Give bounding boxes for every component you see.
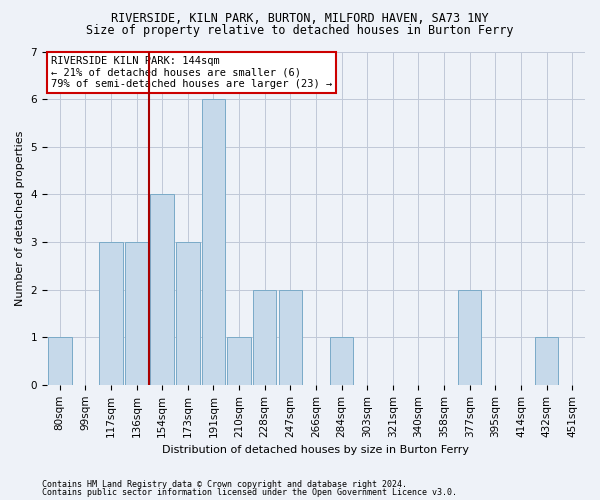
Bar xyxy=(99,242,123,385)
Text: RIVERSIDE, KILN PARK, BURTON, MILFORD HAVEN, SA73 1NY: RIVERSIDE, KILN PARK, BURTON, MILFORD HA… xyxy=(111,12,489,26)
Text: Size of property relative to detached houses in Burton Ferry: Size of property relative to detached ho… xyxy=(86,24,514,37)
Bar xyxy=(278,290,302,385)
Bar xyxy=(125,242,148,385)
Bar xyxy=(227,337,251,385)
X-axis label: Distribution of detached houses by size in Burton Ferry: Distribution of detached houses by size … xyxy=(163,445,469,455)
Text: Contains public sector information licensed under the Open Government Licence v3: Contains public sector information licen… xyxy=(42,488,457,497)
Bar xyxy=(202,99,225,385)
Bar xyxy=(458,290,481,385)
Text: RIVERSIDE KILN PARK: 144sqm
← 21% of detached houses are smaller (6)
79% of semi: RIVERSIDE KILN PARK: 144sqm ← 21% of det… xyxy=(51,56,332,89)
Bar xyxy=(48,337,71,385)
Bar xyxy=(253,290,277,385)
Bar xyxy=(330,337,353,385)
Y-axis label: Number of detached properties: Number of detached properties xyxy=(15,130,25,306)
Bar xyxy=(176,242,200,385)
Text: Contains HM Land Registry data © Crown copyright and database right 2024.: Contains HM Land Registry data © Crown c… xyxy=(42,480,407,489)
Bar xyxy=(535,337,559,385)
Bar xyxy=(151,194,174,385)
